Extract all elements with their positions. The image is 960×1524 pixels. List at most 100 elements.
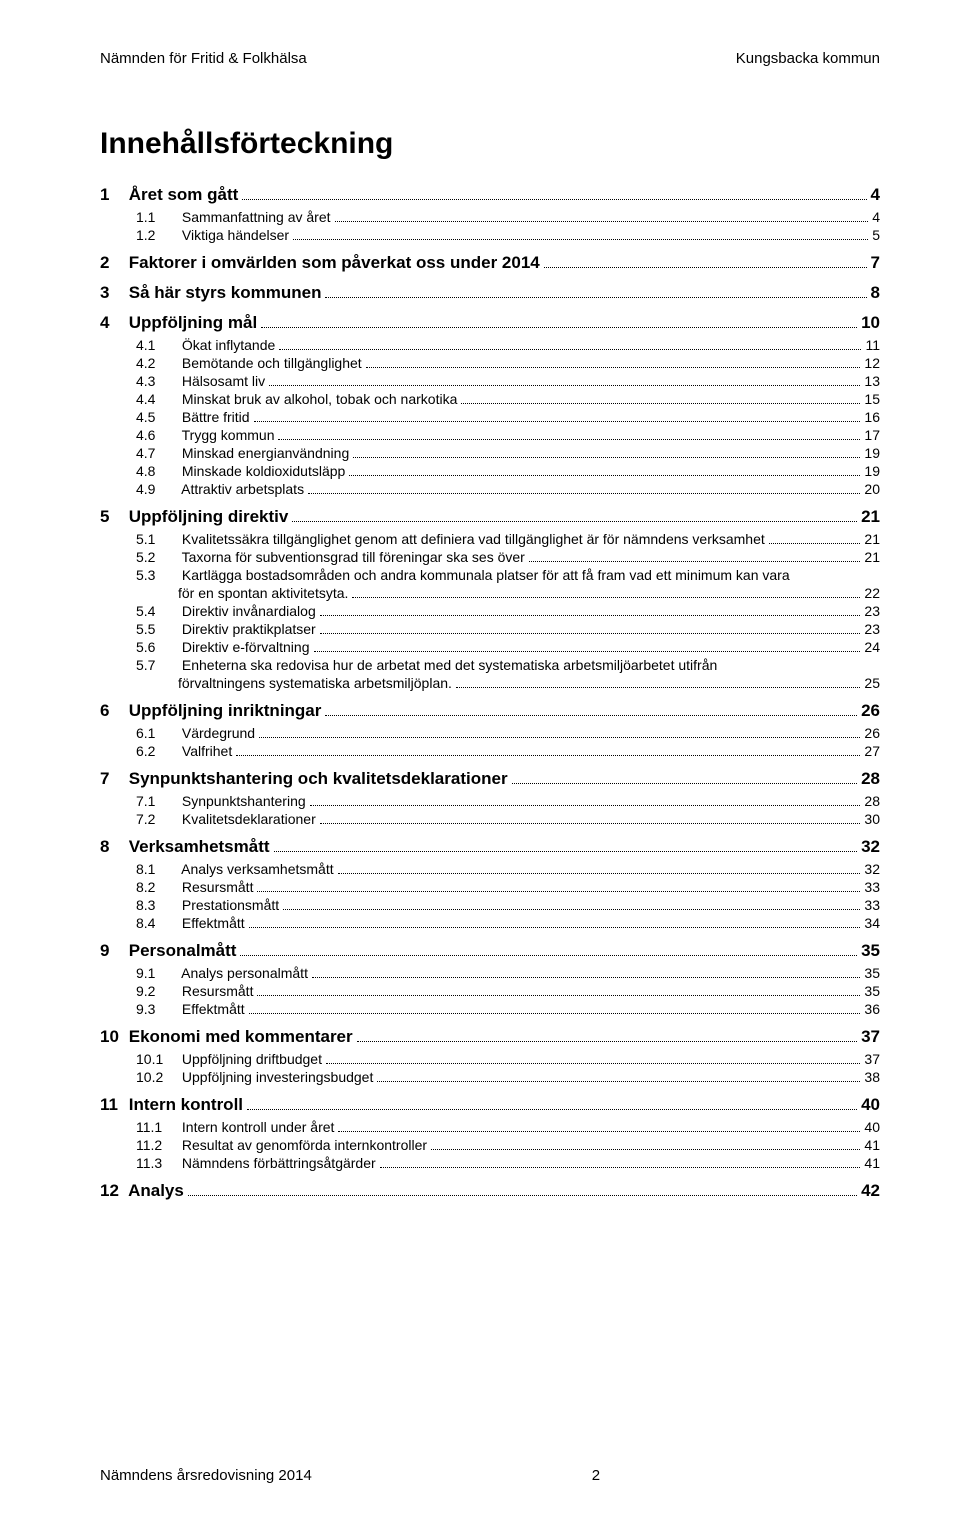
toc-subsection: 8.2 Resursmått 33 <box>100 879 880 895</box>
toc-entry-page: 19 <box>864 445 880 461</box>
toc-entry-page: 17 <box>864 427 880 443</box>
toc-entry-number: 10.1 <box>136 1051 178 1067</box>
toc-leader-dots <box>353 446 860 458</box>
toc-leader-dots <box>544 253 867 268</box>
toc-entry-number: 7.2 <box>136 811 178 827</box>
toc-entry-page: 35 <box>864 983 880 999</box>
toc-leader-dots <box>320 812 861 824</box>
toc-entry-label: 8.4 Effektmått <box>136 915 245 931</box>
toc-entry-page: 37 <box>861 1027 880 1047</box>
toc-entry-label: 2 Faktorer i omvärlden som påverkat oss … <box>100 253 540 273</box>
toc-entry-number: 3 <box>100 283 124 303</box>
toc-leader-dots <box>349 464 860 476</box>
toc-entry-label: 9.2 Resursmått <box>136 983 253 999</box>
toc-entry-number: 4.3 <box>136 373 178 389</box>
toc-entry-page: 26 <box>861 701 880 721</box>
toc-entry-label: 4.3 Hälsosamt liv <box>136 373 265 389</box>
toc-entry-label: 1.1 Sammanfattning av året <box>136 209 331 225</box>
toc-entry-page: 4 <box>872 209 880 225</box>
toc-leader-dots <box>366 356 861 368</box>
toc-subsection: 5.6 Direktiv e-förvaltning 24 <box>100 639 880 655</box>
toc-subsection: 9.2 Resursmått 35 <box>100 983 880 999</box>
toc-entry-number: 8.1 <box>136 861 178 877</box>
toc-subsection: 5.3 Kartlägga bostadsområden och andra k… <box>100 567 880 583</box>
toc-entry-page: 13 <box>864 373 880 389</box>
toc-subsection: 5.2 Taxorna för subventionsgrad till för… <box>100 549 880 565</box>
toc-entry-number: 4.7 <box>136 445 178 461</box>
toc-section: 11 Intern kontroll 40 <box>100 1095 880 1115</box>
toc-subsection: 4.4 Minskat bruk av alkohol, tobak och n… <box>100 391 880 407</box>
table-of-contents: 1 Året som gått 41.1 Sammanfattning av å… <box>100 185 880 1201</box>
toc-leader-dots <box>259 726 860 738</box>
toc-entry-number: 8 <box>100 837 124 857</box>
toc-leader-dots <box>249 916 861 928</box>
toc-entry-label: 6 Uppföljning inriktningar <box>100 701 321 721</box>
toc-leader-dots <box>279 338 861 350</box>
toc-leader-dots <box>335 210 869 222</box>
page-footer: Nämndens årsredovisning 2014 2 <box>100 1467 880 1484</box>
toc-entry-label: 4 Uppföljning mål <box>100 313 257 333</box>
toc-entry-label: 12 Analys <box>100 1181 184 1201</box>
toc-entry-label: 5.4 Direktiv invånardialog <box>136 603 316 619</box>
toc-entry-page: 42 <box>861 1181 880 1201</box>
toc-leader-dots <box>325 283 866 298</box>
toc-leader-dots <box>257 984 860 996</box>
toc-entry-page: 8 <box>871 283 880 303</box>
toc-entry-label: 5.2 Taxorna för subventionsgrad till för… <box>136 549 525 565</box>
toc-entry-label: 11.3 Nämndens förbättringsåtgärder <box>136 1155 376 1171</box>
toc-subsection: 8.3 Prestationsmått 33 <box>100 897 880 913</box>
toc-subsection: för en spontan aktivitetsyta. 22 <box>100 585 880 601</box>
toc-subsection: 11.1 Intern kontroll under året 40 <box>100 1119 880 1135</box>
toc-entry-label: 4.7 Minskad energianvändning <box>136 445 349 461</box>
toc-section: 5 Uppföljning direktiv 21 <box>100 507 880 527</box>
toc-entry-label: 7 Synpunktshantering och kvalitetsdeklar… <box>100 769 508 789</box>
toc-entry-label: 5.7 Enheterna ska redovisa hur de arbeta… <box>136 657 717 673</box>
toc-subsection: 4.9 Attraktiv arbetsplats 20 <box>100 481 880 497</box>
toc-entry-page: 26 <box>864 725 880 741</box>
toc-entry-number: 11.2 <box>136 1137 178 1153</box>
toc-subsection: 8.4 Effektmått 34 <box>100 915 880 931</box>
toc-entry-number: 11.3 <box>136 1155 178 1171</box>
toc-leader-dots <box>326 1052 860 1064</box>
toc-entry-page: 40 <box>861 1095 880 1115</box>
toc-entry-page: 38 <box>864 1069 880 1085</box>
toc-section: 2 Faktorer i omvärlden som påverkat oss … <box>100 253 880 273</box>
toc-subsection: 4.2 Bemötande och tillgänglighet 12 <box>100 355 880 371</box>
toc-subsection: förvaltningens systematiska arbetsmiljöp… <box>100 675 880 691</box>
toc-entry-page: 41 <box>864 1155 880 1171</box>
toc-entry-number: 6 <box>100 701 124 721</box>
toc-entry-page: 21 <box>864 531 880 547</box>
toc-entry-number: 7 <box>100 769 124 789</box>
toc-entry-number: 4 <box>100 313 124 333</box>
footer-left: Nämndens årsredovisning 2014 <box>100 1467 312 1484</box>
toc-entry-page: 12 <box>864 355 880 371</box>
toc-entry-label: 10.2 Uppföljning investeringsbudget <box>136 1069 373 1085</box>
document-page: Nämnden för Fritid & Folkhälsa Kungsback… <box>0 0 960 1524</box>
toc-entry-number: 2 <box>100 253 124 273</box>
toc-leader-dots <box>293 228 868 240</box>
toc-entry-page: 27 <box>864 743 880 759</box>
toc-entry-page: 36 <box>864 1001 880 1017</box>
toc-entry-number: 8.3 <box>136 897 178 913</box>
toc-entry-number: 9.3 <box>136 1001 178 1017</box>
toc-entry-label: 4.9 Attraktiv arbetsplats <box>136 481 304 497</box>
toc-entry-label: 8.2 Resursmått <box>136 879 253 895</box>
toc-entry-number: 4.6 <box>136 427 178 443</box>
toc-entry-number: 12 <box>100 1181 124 1201</box>
toc-subsection: 4.1 Ökat inflytande 11 <box>100 337 880 353</box>
toc-subsection: 4.6 Trygg kommun 17 <box>100 427 880 443</box>
toc-entry-number: 1.1 <box>136 209 178 225</box>
toc-entry-page: 21 <box>864 549 880 565</box>
toc-entry-number: 9.1 <box>136 965 178 981</box>
toc-entry-label: 7.1 Synpunktshantering <box>136 793 306 809</box>
toc-entry-number: 11.1 <box>136 1119 178 1135</box>
toc-leader-dots <box>236 744 860 756</box>
toc-subsection: 7.2 Kvalitetsdeklarationer 30 <box>100 811 880 827</box>
toc-leader-dots <box>308 482 860 494</box>
toc-entry-label: 6.1 Värdegrund <box>136 725 255 741</box>
page-header: Nämnden för Fritid & Folkhälsa Kungsback… <box>100 50 880 67</box>
toc-leader-dots <box>274 837 858 852</box>
toc-subsection: 5.1 Kvalitetssäkra tillgänglighet genom … <box>100 531 880 547</box>
toc-entry-label: för en spontan aktivitetsyta. <box>178 585 348 601</box>
toc-entry-page: 35 <box>864 965 880 981</box>
